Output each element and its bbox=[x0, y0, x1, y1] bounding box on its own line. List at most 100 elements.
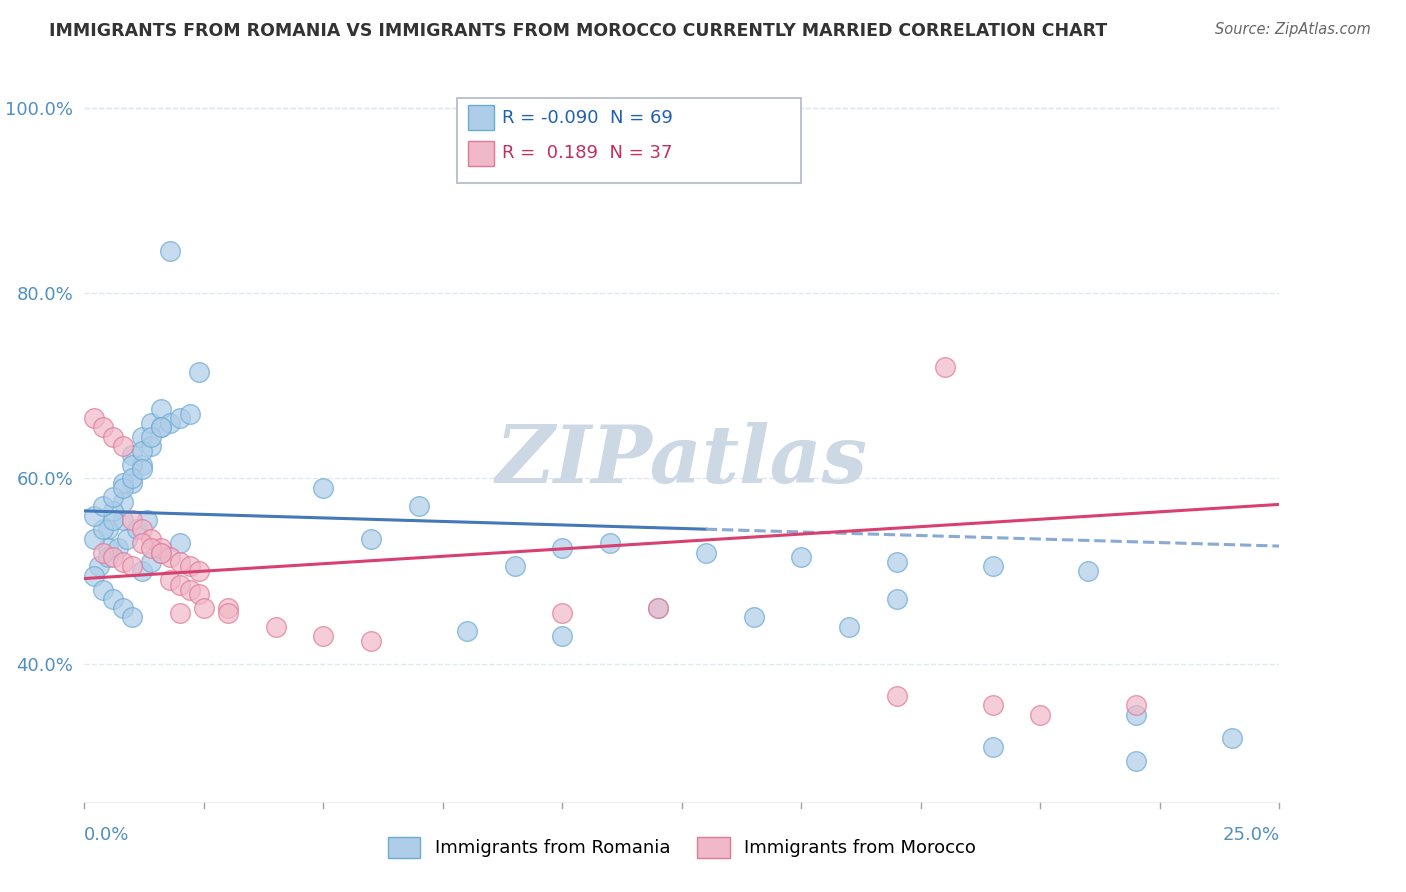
Point bbox=[111, 555, 134, 569]
Point bbox=[886, 690, 908, 704]
Point bbox=[141, 555, 163, 569]
Point bbox=[169, 606, 191, 620]
Point bbox=[647, 601, 669, 615]
Point bbox=[101, 513, 124, 527]
Point bbox=[1029, 707, 1052, 722]
Point bbox=[551, 541, 574, 555]
Point bbox=[408, 500, 430, 514]
Point bbox=[121, 476, 143, 491]
Text: 0.0%: 0.0% bbox=[84, 826, 129, 844]
Point bbox=[886, 555, 908, 569]
Point bbox=[503, 559, 526, 574]
Point bbox=[111, 601, 134, 615]
Point bbox=[101, 550, 124, 565]
Point bbox=[149, 541, 172, 555]
Point bbox=[456, 624, 478, 639]
Text: ZIPatlas: ZIPatlas bbox=[496, 422, 868, 499]
Point bbox=[111, 481, 134, 495]
Point bbox=[1077, 564, 1099, 578]
Point bbox=[101, 504, 124, 518]
Point bbox=[111, 439, 134, 453]
Text: R =  0.189  N = 37: R = 0.189 N = 37 bbox=[502, 145, 672, 162]
Point bbox=[97, 523, 120, 537]
Point bbox=[97, 550, 120, 565]
Point bbox=[179, 582, 201, 597]
Point bbox=[149, 545, 172, 559]
Point bbox=[188, 587, 211, 601]
Point bbox=[149, 545, 172, 559]
Point bbox=[131, 564, 153, 578]
Point bbox=[117, 532, 139, 546]
Point bbox=[159, 244, 181, 259]
Point bbox=[131, 523, 153, 537]
Point bbox=[790, 550, 813, 565]
Point bbox=[838, 620, 860, 634]
Point bbox=[121, 513, 143, 527]
Point bbox=[551, 629, 574, 643]
Point bbox=[93, 545, 115, 559]
Point bbox=[360, 633, 382, 648]
Point bbox=[1125, 698, 1147, 713]
Point bbox=[169, 536, 191, 550]
Point bbox=[141, 416, 163, 430]
Point bbox=[188, 365, 211, 379]
Point bbox=[934, 360, 956, 375]
Point bbox=[83, 532, 105, 546]
Point bbox=[1125, 754, 1147, 768]
Point bbox=[101, 430, 124, 444]
Point bbox=[159, 416, 181, 430]
Point bbox=[742, 610, 765, 624]
Point bbox=[101, 490, 124, 504]
Point bbox=[131, 443, 153, 458]
Point bbox=[188, 564, 211, 578]
Point bbox=[131, 458, 153, 472]
Point bbox=[111, 476, 134, 491]
Point bbox=[107, 541, 129, 555]
Point bbox=[193, 601, 215, 615]
Point bbox=[121, 448, 143, 462]
Point bbox=[141, 541, 163, 555]
Point bbox=[141, 439, 163, 453]
Point bbox=[131, 430, 153, 444]
Point bbox=[179, 559, 201, 574]
Point bbox=[312, 629, 335, 643]
Point bbox=[83, 411, 105, 425]
Point bbox=[121, 471, 143, 485]
Point bbox=[121, 559, 143, 574]
Point bbox=[131, 462, 153, 476]
Point bbox=[93, 420, 115, 434]
Point bbox=[149, 420, 172, 434]
Point bbox=[159, 550, 181, 565]
Point bbox=[149, 420, 172, 434]
Point bbox=[981, 740, 1004, 755]
Point bbox=[97, 541, 120, 555]
Point bbox=[551, 606, 574, 620]
Point bbox=[83, 568, 105, 582]
Text: IMMIGRANTS FROM ROMANIA VS IMMIGRANTS FROM MOROCCO CURRENTLY MARRIED CORRELATION: IMMIGRANTS FROM ROMANIA VS IMMIGRANTS FR… bbox=[49, 22, 1108, 40]
Point bbox=[135, 513, 157, 527]
Point bbox=[159, 574, 181, 588]
Point bbox=[125, 523, 148, 537]
Point bbox=[131, 536, 153, 550]
Point bbox=[101, 591, 124, 606]
Point bbox=[83, 508, 105, 523]
Point bbox=[93, 523, 115, 537]
Point bbox=[87, 559, 110, 574]
Point bbox=[1220, 731, 1243, 745]
Point bbox=[93, 582, 115, 597]
Point bbox=[179, 407, 201, 421]
Point bbox=[93, 500, 115, 514]
Point bbox=[141, 430, 163, 444]
Point bbox=[111, 494, 134, 508]
Text: Source: ZipAtlas.com: Source: ZipAtlas.com bbox=[1215, 22, 1371, 37]
Point bbox=[312, 481, 335, 495]
Text: R = -0.090  N = 69: R = -0.090 N = 69 bbox=[502, 109, 673, 127]
Text: 25.0%: 25.0% bbox=[1222, 826, 1279, 844]
Point bbox=[264, 620, 287, 634]
Legend: Immigrants from Romania, Immigrants from Morocco: Immigrants from Romania, Immigrants from… bbox=[381, 830, 983, 865]
Point bbox=[1125, 707, 1147, 722]
Point bbox=[981, 559, 1004, 574]
Point bbox=[647, 601, 669, 615]
Point bbox=[169, 578, 191, 592]
Point bbox=[217, 601, 239, 615]
